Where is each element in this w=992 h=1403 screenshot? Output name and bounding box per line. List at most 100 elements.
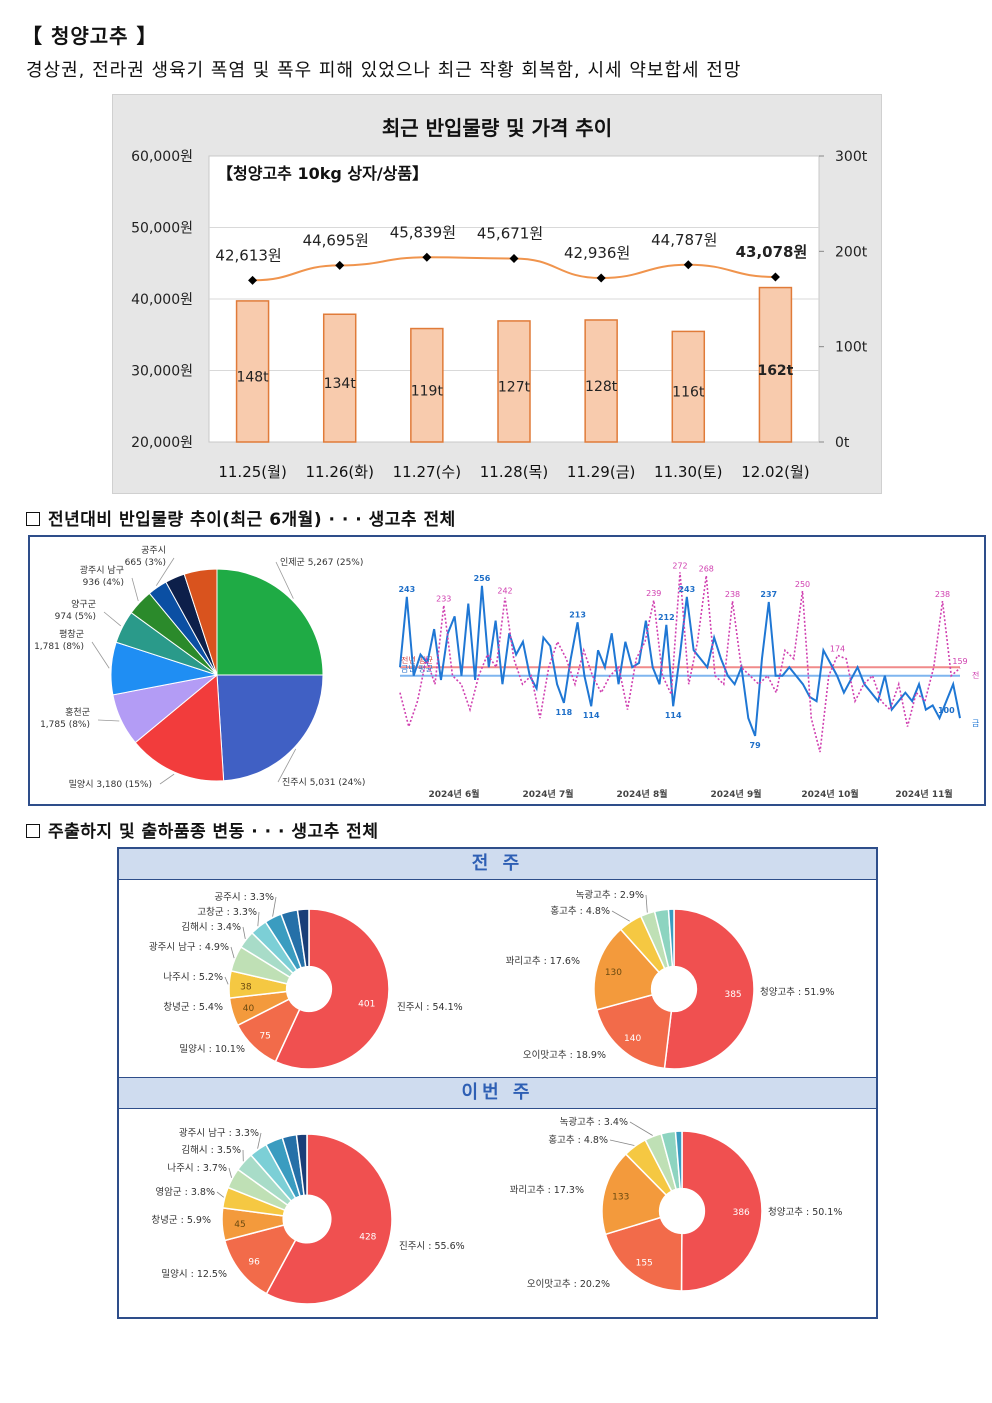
peak-label: 239 (646, 589, 661, 598)
pie-slice (183, 568, 218, 676)
slice-label: 광주시 남구 : 4.9% (149, 941, 229, 953)
slice-label: 영암군 : 3.8% (155, 1186, 215, 1198)
peak-label: 159 (952, 657, 967, 666)
peak-label: 256 (474, 574, 491, 583)
left-tick-label: 20,000원 (131, 435, 193, 451)
this-week-region-donut: 428 진주시 : 55.6% 96 밀양시 : 12.5% 45 창녕군 : 5.9% 영… (151, 1127, 465, 1305)
slice-label: 꽈리고추 : 17.6% (506, 956, 580, 967)
slice-label: 청양고추 : 51.9% (760, 987, 834, 998)
volume-bar (758, 286, 793, 443)
slice-label: 녹광고추 : 3.4% (560, 1116, 628, 1128)
slice-label: 고창군 : 3.3% (197, 907, 257, 918)
slice-value: 428 (359, 1233, 376, 1243)
slice-label: 진주시 : 54.1% (397, 1002, 463, 1013)
section-3-title-text: 주출하지 및 출하품종 변동 · · · 생고추 전체 (48, 822, 379, 842)
volume-price-chart: 최근 반입물량 및 가격 추이 60,000원 50,000원 40,000원 30,0… (112, 94, 882, 494)
volume-bar (322, 313, 357, 443)
slice-value: 38 (240, 982, 252, 992)
leader-line (629, 1121, 653, 1136)
peak-label: 243 (678, 585, 695, 594)
price-marker (596, 273, 606, 283)
price-label: 45,839원 (390, 223, 456, 241)
category-label: 11.28(목) (480, 463, 548, 481)
leader-line (242, 926, 246, 940)
leader-line (228, 1167, 232, 1178)
volume-label: 116t (672, 385, 705, 401)
price-label: 42,613원 (215, 246, 281, 264)
leader-line (224, 976, 229, 985)
leader-line (272, 896, 277, 917)
peak-label: 237 (760, 590, 777, 599)
slice-label: 꽈리고추 : 17.3% (510, 1185, 584, 1196)
category-label: 11.29(금) (567, 463, 635, 481)
peak-label: 238 (725, 590, 740, 599)
volume-label: 127t (498, 379, 531, 395)
left-tick-label: 50,000원 (131, 221, 193, 237)
peak-label: 242 (497, 587, 512, 596)
slice-label: 김해시 : 3.5% (181, 1144, 241, 1156)
right-tick-label: 200t (835, 244, 868, 260)
series-name: 전년 (972, 670, 980, 680)
pie-label: 홍천군 (65, 706, 90, 718)
pie-label: 양구군 (71, 599, 96, 610)
peak-label: 174 (830, 644, 845, 653)
price-marker (770, 272, 780, 282)
peak-label: 114 (665, 711, 682, 720)
pie-slice (223, 1224, 297, 1295)
leader-line (131, 577, 139, 602)
x-axis-label: 2024년 7월 (522, 788, 573, 800)
category-label: 11.30(토) (654, 463, 722, 481)
slice-value: 40 (243, 1004, 255, 1014)
price-marker (248, 275, 258, 285)
right-tick-label: 0t (835, 435, 850, 451)
volume-label: 128t (585, 379, 618, 395)
slice-value: 96 (248, 1257, 260, 1267)
leader-line (609, 1139, 635, 1146)
price-marker (422, 252, 432, 262)
checkbox-square-icon (26, 824, 40, 838)
peak-label: 272 (672, 561, 687, 570)
chart-subtitle: 【청양고추 10kg 상자/상품】 (217, 164, 428, 183)
slice-label: 오이맛고추 : 20.2% (527, 1279, 610, 1290)
leader-line (257, 1132, 262, 1149)
category-label: 11.27(수) (393, 463, 461, 481)
pie-label: 진주시 5,031 (24%) (282, 777, 365, 788)
pie-label: 1,785 (8%) (40, 720, 90, 730)
pie-slice (216, 568, 324, 676)
slice-label: 밀양시 : 10.1% (179, 1043, 245, 1055)
prev-week-variety-donut: 385 청양고추 : 51.9% 140 오이맛고추 : 18.9% 130 꽈리고추 :… (506, 889, 834, 1070)
slice-label: 녹광고추 : 2.9% (576, 889, 644, 901)
price-label: 44,787원 (651, 231, 717, 249)
band-prev-week: 전 주 (119, 849, 876, 880)
slice-value: 75 (259, 1032, 270, 1042)
pie-slice (134, 673, 225, 782)
price-label: 43,078원 (736, 243, 808, 261)
series-name: 금년 (972, 718, 980, 728)
volume-bar (410, 327, 444, 443)
price-marker (335, 260, 345, 270)
checkbox-square-icon (26, 512, 40, 526)
slice-label: 홍고추 : 4.8% (548, 1134, 608, 1146)
category-label: 11.26(화) (305, 463, 373, 481)
leader-line (103, 611, 122, 627)
slice-value: 401 (358, 1000, 375, 1010)
pie-slice (265, 1133, 393, 1305)
peak-label: 233 (436, 594, 451, 603)
yearly-volume-panel: 인제군 5,267 (25%) 진주시 5,031 (24%) 밀양시 3,180 … (28, 535, 986, 806)
pie-label: 974 (5%) (55, 612, 96, 622)
peak-label: 243 (398, 585, 415, 594)
leader-line (216, 1191, 225, 1198)
x-axis-label: 2024년 11월 (895, 788, 952, 800)
series-line (399, 585, 961, 737)
volume-label: 162t (757, 363, 793, 379)
pie-label: 밀양시 3,180 (15%) (69, 778, 152, 790)
leader-line (91, 641, 110, 669)
leader-line (155, 557, 175, 586)
slice-label: 창녕군 : 5.9% (151, 1215, 211, 1226)
pie-slice (595, 993, 673, 1070)
slice-label: 나주시 : 5.2% (163, 972, 223, 983)
slice-value: 385 (724, 990, 741, 1000)
slice-label: 청양고추 : 50.1% (768, 1207, 842, 1218)
peak-label: 79 (750, 741, 762, 750)
